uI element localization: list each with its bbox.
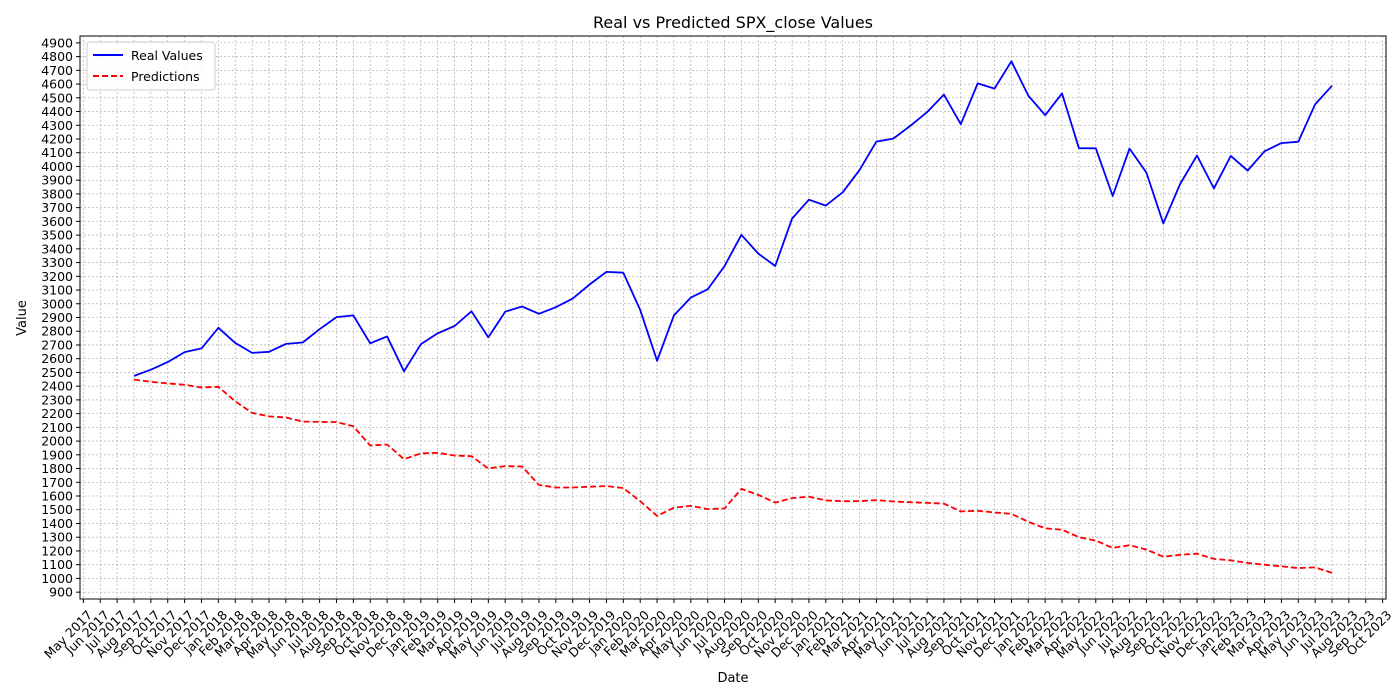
legend-label-predictions: Predictions — [131, 69, 200, 84]
y-tick-label: 4400 — [41, 104, 73, 119]
y-tick-label: 3900 — [41, 173, 73, 188]
y-tick-label: 2500 — [41, 365, 73, 380]
y-tick-label: 4300 — [41, 118, 73, 133]
y-tick-label: 4800 — [41, 49, 73, 64]
y-tick-label: 3500 — [41, 228, 73, 243]
y-tick-label: 1900 — [41, 447, 73, 462]
legend-label-real: Real Values — [131, 48, 203, 63]
y-tick-label: 2300 — [41, 392, 73, 407]
y-tick-label: 900 — [49, 585, 73, 600]
y-tick-label: 1700 — [41, 475, 73, 490]
y-tick-label: 1400 — [41, 516, 73, 531]
x-axis-label: Date — [717, 671, 748, 686]
y-tick-label: 1100 — [41, 557, 73, 572]
y-tick-label: 2100 — [41, 420, 73, 435]
y-tick-label: 4000 — [41, 159, 73, 174]
y-tick-label: 2000 — [41, 434, 73, 449]
y-tick-label: 2800 — [41, 324, 73, 339]
series-lines — [133, 60, 1333, 574]
series-line-real-values — [133, 60, 1333, 377]
y-tick-label: 2600 — [41, 351, 73, 366]
y-tick-label: 1800 — [41, 461, 73, 476]
y-tick-label: 1000 — [41, 571, 73, 586]
legend: Real Values Predictions — [86, 41, 216, 91]
y-tick-label: 3600 — [41, 214, 73, 229]
y-tick-label: 4200 — [41, 131, 73, 146]
y-tick-label: 4500 — [41, 90, 73, 105]
series-line-predictions — [133, 378, 1333, 574]
chart-title: Real vs Predicted SPX_close Values — [593, 13, 873, 33]
y-tick-label: 1300 — [41, 530, 73, 545]
y-tick-label: 1500 — [41, 502, 73, 517]
y-axis-label: Value — [15, 300, 30, 336]
y-tick-label: 3700 — [41, 200, 73, 215]
y-tick-label: 2400 — [41, 379, 73, 394]
y-tick-label: 4100 — [41, 145, 73, 160]
y-tick-label: 1600 — [41, 489, 73, 504]
y-tick-label: 1200 — [41, 543, 73, 558]
y-tick-label: 3100 — [41, 283, 73, 298]
y-tick-label: 3300 — [41, 255, 73, 270]
y-tick-label: 3000 — [41, 296, 73, 311]
grid — [80, 36, 1386, 599]
y-tick-label: 4900 — [41, 35, 73, 50]
y-tick-label: 4600 — [41, 77, 73, 92]
y-tick-label: 4700 — [41, 63, 73, 78]
y-tick-label: 2700 — [41, 337, 73, 352]
y-tick-label: 2900 — [41, 310, 73, 325]
y-axis-ticks: 9001000110012001300140015001600170018001… — [41, 35, 80, 600]
y-tick-label: 2200 — [41, 406, 73, 421]
y-tick-label: 3200 — [41, 269, 73, 284]
y-tick-label: 3400 — [41, 241, 73, 256]
plot-frame — [79, 35, 1387, 600]
y-tick-label: 3800 — [41, 186, 73, 201]
